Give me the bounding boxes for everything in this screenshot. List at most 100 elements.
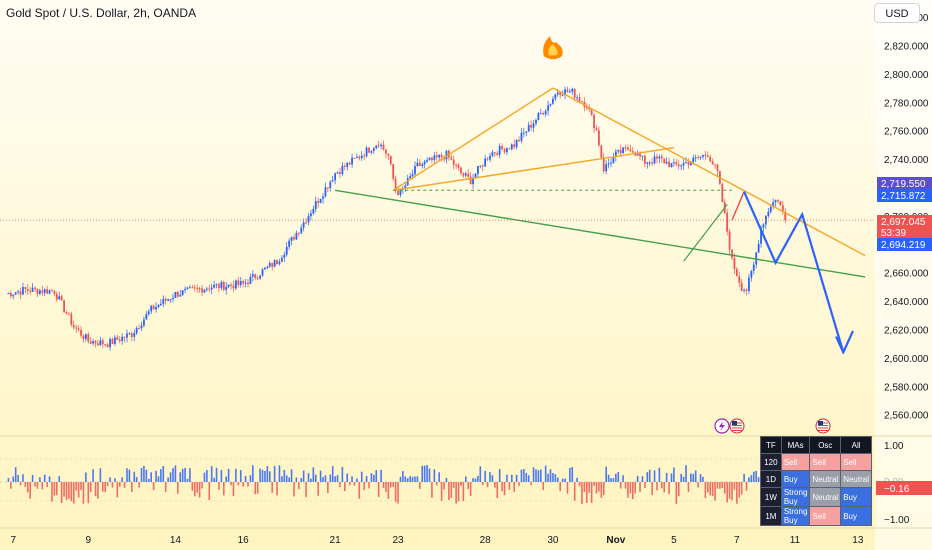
- oscillator-bar: [118, 482, 121, 487]
- oscillator-bar: [404, 476, 407, 482]
- candle-body: [92, 341, 95, 344]
- oscillator-tick-label: 1.00: [884, 441, 904, 452]
- candle-body: [612, 156, 615, 163]
- candle-body: [452, 159, 455, 165]
- price-axis-background: [875, 0, 932, 550]
- oscillator-bar: [43, 474, 46, 482]
- oscillator-bar: [60, 482, 63, 503]
- candle-body: [375, 145, 378, 149]
- candle-body: [735, 269, 738, 277]
- candle-body: [68, 313, 70, 315]
- green-channel-line[interactable]: [683, 204, 728, 262]
- orange-wedge-lower-line[interactable]: [393, 147, 675, 191]
- orange-wedge-upper-line[interactable]: [392, 87, 554, 191]
- oscillator-bar: [600, 482, 603, 498]
- oscillator-bar: [322, 477, 324, 482]
- candle-body: [757, 243, 760, 253]
- candle-body: [198, 288, 201, 290]
- candle-body: [760, 227, 762, 244]
- candle-body: [389, 155, 392, 165]
- oscillator-bar: [682, 476, 685, 482]
- oscillator-bar: [293, 482, 295, 497]
- candle-body: [140, 325, 143, 329]
- candle-body: [370, 151, 373, 153]
- candle-body: [622, 147, 624, 154]
- oscillator-bar: [525, 472, 528, 482]
- candle-body: [506, 148, 508, 153]
- oscillator-bar: [392, 482, 394, 487]
- candle-body: [101, 340, 104, 345]
- candle-body: [428, 157, 431, 160]
- oscillator-bar: [615, 473, 617, 482]
- candle-body: [239, 281, 242, 285]
- projection-path[interactable]: [743, 191, 845, 353]
- candle-body: [564, 89, 566, 96]
- candle-body: [677, 164, 680, 167]
- oscillator-bar: [552, 473, 554, 482]
- candle-body: [578, 97, 581, 102]
- oscillator-bar: [663, 482, 666, 493]
- oscillator-bar: [690, 473, 692, 482]
- orange-resistance-line[interactable]: [552, 87, 866, 257]
- oscillator-bar: [707, 482, 709, 493]
- oscillator-bar: [143, 465, 145, 482]
- candle-body: [571, 88, 574, 92]
- oscillator-bar: [237, 482, 240, 486]
- candle-body: [26, 288, 29, 291]
- signals-mas: Strong Buy: [780, 487, 811, 507]
- currency-button[interactable]: USD: [874, 3, 920, 23]
- candle-body: [155, 307, 157, 310]
- candle-body: [472, 178, 474, 185]
- oscillator-bar: [254, 482, 257, 495]
- candle-body: [152, 305, 155, 310]
- oscillator-bar: [252, 465, 254, 482]
- candle-body: [489, 155, 491, 160]
- candle-body: [17, 291, 19, 293]
- oscillator-bar: [537, 470, 540, 482]
- candle-body: [397, 190, 399, 195]
- oscillator-bar: [736, 482, 738, 504]
- oscillator-bar: [85, 472, 87, 482]
- oscillator-bar: [719, 482, 721, 489]
- candle-body: [143, 319, 145, 326]
- oscillator-bar: [489, 472, 491, 482]
- lightning-bolt: [719, 421, 725, 431]
- candle-body: [394, 178, 397, 191]
- candle-body: [189, 287, 191, 289]
- oscillator-bar: [653, 470, 656, 482]
- oscillator-bar: [726, 482, 728, 503]
- oscillator-bar: [48, 476, 51, 482]
- x-tick-label: 5: [671, 535, 677, 546]
- oscillator-bar: [111, 482, 114, 488]
- candle-body: [656, 156, 658, 159]
- candle-body: [522, 132, 525, 134]
- oscillator-bar: [377, 482, 380, 497]
- projection-arrowhead: [835, 330, 855, 355]
- oscillator-bar: [586, 482, 588, 503]
- oscillator-bar: [738, 482, 741, 498]
- oscillator-bar: [510, 474, 513, 482]
- oscillator-bar: [261, 469, 264, 482]
- candle-body: [176, 291, 179, 297]
- oscillator-bar: [716, 482, 719, 489]
- candle-body: [477, 166, 479, 174]
- candle-body: [774, 200, 777, 203]
- oscillator-bar: [39, 477, 41, 482]
- candle-body: [43, 289, 46, 293]
- candle-body: [673, 162, 675, 164]
- oscillator-bar: [172, 468, 174, 482]
- candle-body: [404, 185, 407, 188]
- oscillator-bar: [63, 482, 65, 497]
- oscillator-bar: [656, 482, 658, 491]
- candle-body: [358, 156, 361, 159]
- candle-body: [455, 164, 458, 166]
- oscillator-bar: [223, 482, 225, 496]
- candle-body: [348, 162, 351, 165]
- oscillator-bar: [193, 482, 196, 497]
- oscillator-bar: [210, 466, 213, 482]
- candle-body: [295, 232, 298, 240]
- candle-body: [518, 139, 520, 141]
- oscillator-bar: [503, 482, 506, 496]
- candle-body: [111, 339, 114, 344]
